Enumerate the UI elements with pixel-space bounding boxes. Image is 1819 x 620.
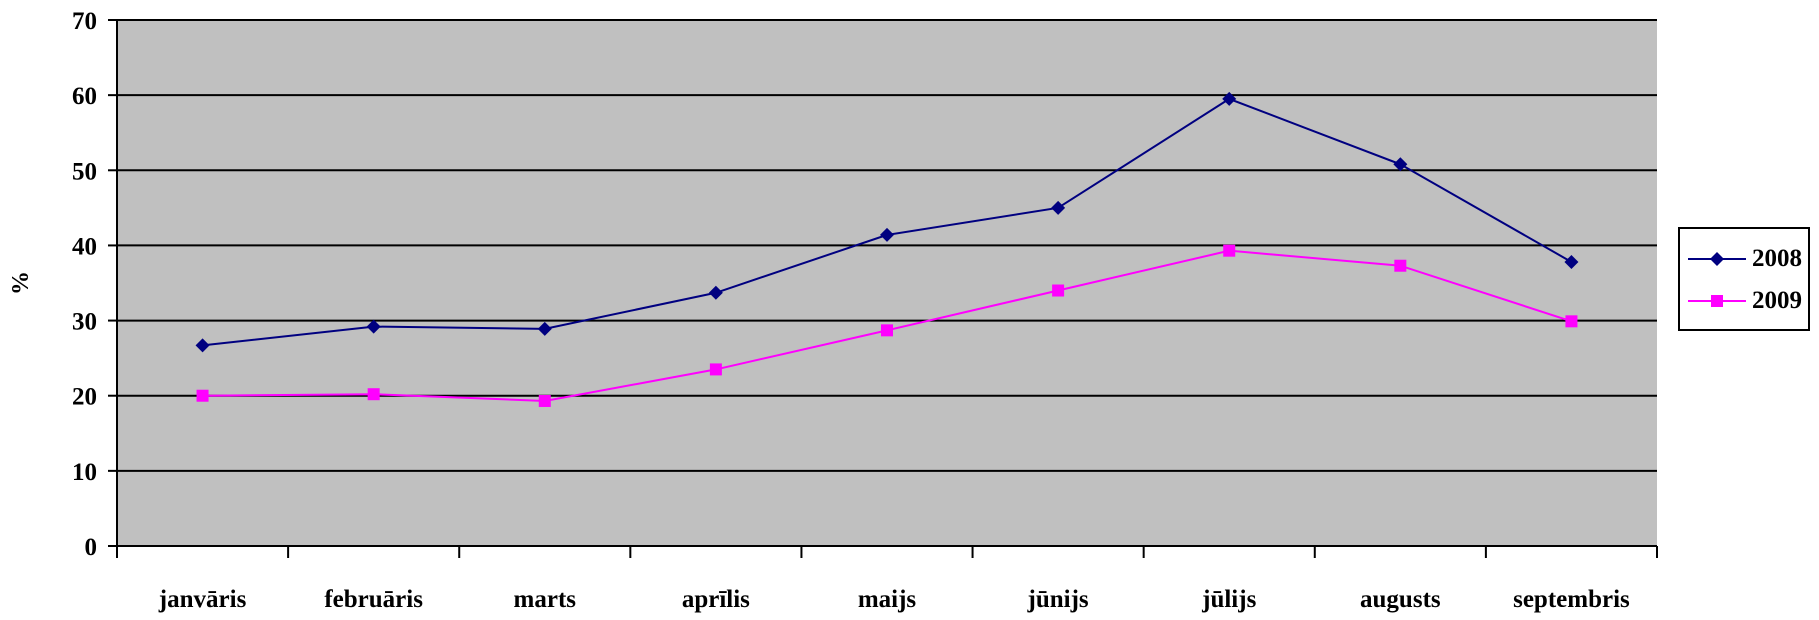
point-2009-jūnijs [1052, 284, 1065, 297]
x-tick-label-janvāris: janvāris [158, 586, 247, 613]
legend-label-2008: 2008 [1752, 245, 1802, 272]
point-2009-maijs [881, 324, 893, 337]
y-tick-label-60: 60 [72, 83, 97, 110]
x-tick-label-jūlijs: jūlijs [1201, 586, 1256, 613]
point-2009-marts [538, 394, 551, 407]
x-tick-label-aprīlis: aprīlis [682, 586, 750, 613]
legend-marker-2009 [1688, 295, 1746, 307]
point-2008-jūlijs [1222, 91, 1237, 106]
point-2009-aprīlis [709, 363, 722, 376]
legend-item-2009: 2009 [1688, 281, 1802, 321]
point-2008-jūnijs [1051, 200, 1066, 215]
legend-item-2008: 2008 [1688, 239, 1802, 279]
y-tick-label-30: 30 [72, 309, 97, 336]
x-tick-label-februāris: februāris [324, 586, 423, 613]
point-2009-februāris [367, 388, 380, 401]
y-tick-label-70: 70 [72, 8, 97, 35]
point-2008-janvāris [195, 338, 210, 353]
point-2008-aprīlis [708, 285, 723, 300]
point-2009-augusts [1394, 259, 1407, 272]
x-tick-label-augusts: augusts [1360, 586, 1441, 613]
plot-area [117, 20, 1657, 546]
point-2008-augusts [1393, 157, 1408, 172]
y-tick-label-10: 10 [72, 459, 97, 486]
x-tick-label-septembris: septembris [1513, 586, 1630, 613]
y-tick-label-40: 40 [72, 233, 97, 260]
point-2008-februāris [366, 319, 381, 334]
y-tick-label-0: 0 [85, 534, 98, 561]
legend: 2008 2009 [1678, 227, 1810, 331]
legend-marker-2008 [1688, 252, 1746, 266]
point-2008-septembris [1564, 254, 1579, 269]
y-tick-label-50: 50 [72, 158, 97, 185]
point-2008-marts [537, 321, 552, 336]
y-tick-label-20: 20 [72, 384, 97, 411]
point-2009-janvāris [196, 389, 209, 402]
x-tick-label-maijs: maijs [858, 586, 917, 613]
point-2009-septembris [1565, 315, 1578, 328]
point-2009-jūlijs [1223, 244, 1236, 257]
point-2008-maijs [880, 227, 894, 242]
legend-label-2009: 2009 [1752, 287, 1802, 314]
y-axis-label: % [8, 271, 34, 295]
x-tick-label-jūnijs: jūnijs [1027, 586, 1089, 613]
x-tick-label-marts: marts [514, 586, 577, 613]
